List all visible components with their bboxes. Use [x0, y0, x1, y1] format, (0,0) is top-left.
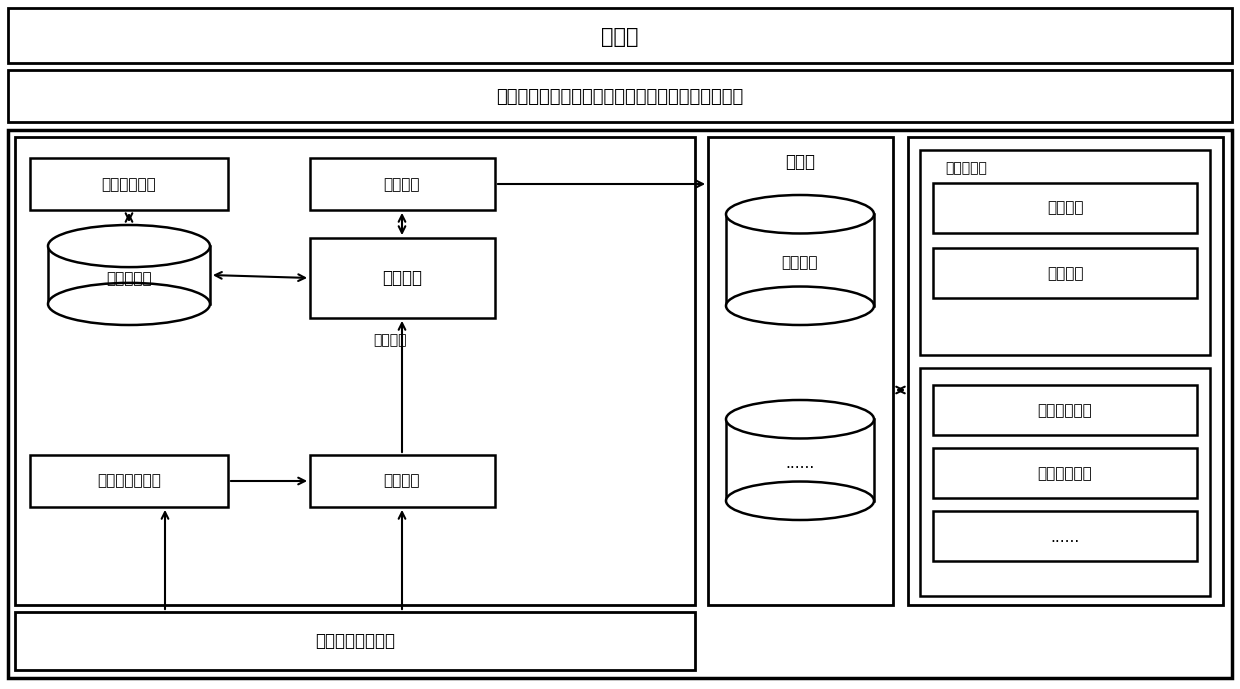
Bar: [7, 8, 1233, 63]
Bar: [920, 368, 1210, 596]
Bar: [908, 137, 1223, 605]
Bar: [30, 455, 228, 507]
Text: 业务流程管理: 业务流程管理: [1038, 466, 1092, 482]
Bar: [708, 137, 893, 605]
Ellipse shape: [725, 482, 874, 520]
Bar: [932, 248, 1197, 298]
Text: 规则管理: 规则管理: [382, 269, 422, 287]
Text: 模式规则库: 模式规则库: [107, 271, 151, 287]
Text: 流程组态: 流程组态: [1047, 200, 1084, 216]
Text: ......: ......: [1050, 530, 1080, 544]
Text: 可视化: 可视化: [601, 27, 639, 47]
Bar: [932, 448, 1197, 498]
Text: 流程建模器: 流程建模器: [945, 161, 987, 175]
Bar: [920, 150, 1210, 355]
Text: 数据流处理、历史数据分析、统计分析、数据挖掘等: 数据流处理、历史数据分析、统计分析、数据挖掘等: [496, 88, 744, 106]
Ellipse shape: [48, 225, 210, 267]
Text: 事件过滤预处理: 事件过滤预处理: [97, 473, 161, 489]
Text: 业务流程: 业务流程: [781, 256, 818, 271]
Text: 算法管理: 算法管理: [1047, 267, 1084, 282]
Bar: [725, 214, 874, 306]
Ellipse shape: [725, 400, 874, 438]
Bar: [310, 238, 495, 318]
Text: 传感器、数据源等: 传感器、数据源等: [315, 632, 396, 650]
Bar: [725, 419, 874, 501]
Text: ......: ......: [785, 455, 815, 471]
Ellipse shape: [48, 283, 210, 325]
Ellipse shape: [725, 287, 874, 325]
Bar: [932, 385, 1197, 435]
Text: 智能对象管理: 智能对象管理: [1038, 404, 1092, 418]
Text: 条件匹配: 条件匹配: [373, 333, 407, 347]
Text: 指令库: 指令库: [785, 153, 815, 171]
Text: 事务调度: 事务调度: [383, 178, 420, 192]
Bar: [932, 511, 1197, 561]
Ellipse shape: [725, 195, 874, 234]
Bar: [310, 158, 495, 210]
Bar: [7, 70, 1233, 122]
Bar: [15, 137, 694, 605]
Bar: [48, 246, 210, 304]
Text: 事件模式配置: 事件模式配置: [102, 178, 156, 192]
Bar: [7, 130, 1233, 678]
Text: 事件检测: 事件检测: [383, 473, 420, 489]
Bar: [310, 455, 495, 507]
Bar: [30, 158, 228, 210]
Bar: [15, 612, 694, 670]
Bar: [932, 183, 1197, 233]
